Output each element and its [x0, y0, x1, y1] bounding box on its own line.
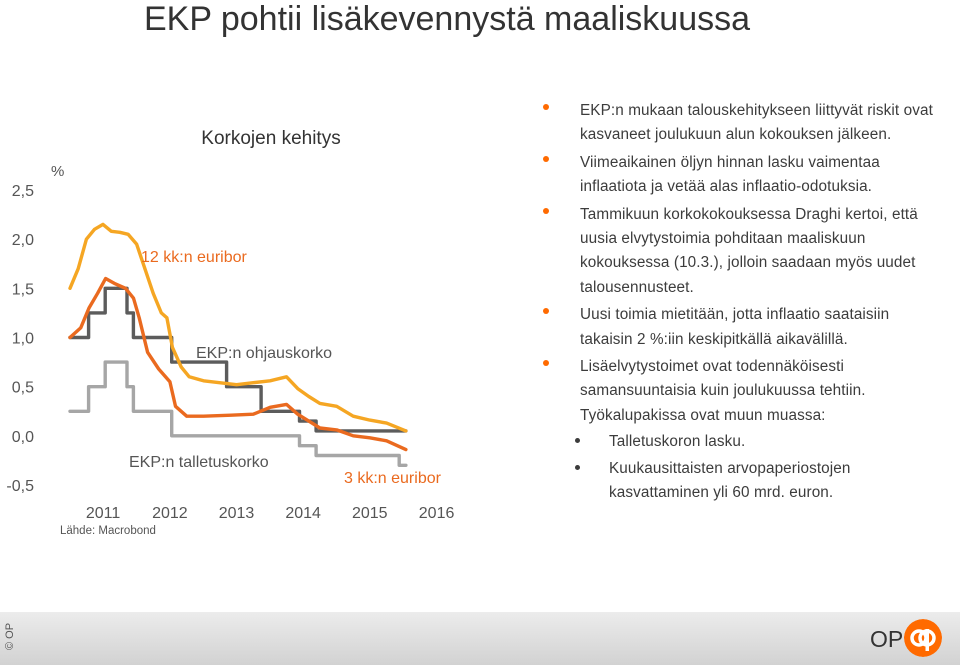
y-tick-label: 2,5	[12, 183, 34, 200]
series-line	[68, 276, 408, 452]
x-tick-label: 2012	[152, 505, 188, 522]
x-tick-label: 2013	[219, 505, 255, 522]
y-tick-label: 1,5	[12, 281, 34, 298]
logo-text: OP	[870, 626, 904, 652]
x-tick-label: 2011	[86, 505, 121, 522]
bullet-item: EKP:n mukaan talouskehitykseen liittyvät…	[543, 99, 943, 148]
sub-bullet-text: Kuukausittaisten arvopaperiostojen kasva…	[609, 459, 851, 502]
series-lines	[68, 222, 408, 467]
sub-bullet-dot-icon	[575, 438, 580, 444]
x-axis-ticks: 2011 2012 2013 2014 2015 2016	[86, 505, 455, 522]
y-tick-label: 2,0	[12, 232, 34, 249]
bullet-list: EKP:n mukaan talouskehitykseen liittyvät…	[543, 99, 943, 506]
bullet-dot-icon	[543, 155, 549, 162]
y-unit-label: %	[51, 163, 64, 180]
series-labels: 12 kk:n euribor 3 kk:n euribor EKP:n ohjau…	[129, 249, 442, 487]
sub-bullet-item: Kuukausittaisten arvopaperiostojen kasva…	[543, 457, 943, 506]
y-axis-ticks: 2,5 2,0 1,5 1,0 0,5 0,0 -0,5	[6, 183, 34, 495]
bullet-text: Lisäelvytystoimet ovat todennäköisesti s…	[580, 358, 866, 424]
interest-rate-chart: 2,52,01,51,00,50,0-0,5 2011 2012 2013 2014 2…	[6, 128, 455, 537]
x-tick-label: 2014	[285, 505, 321, 522]
bullet-dot-icon	[543, 207, 549, 214]
chart-source: Lähde: Macrobond	[60, 525, 156, 537]
sub-bullet-dot-icon	[575, 464, 580, 470]
x-tick-label: 2016	[419, 505, 455, 522]
series-label: 12 kk:n euribor	[141, 249, 248, 266]
sub-bullet-item: Talletuskoron lasku.	[543, 430, 943, 454]
bullet-text: Viimeaikainen öljyn hinnan lasku vaiment…	[580, 153, 880, 196]
copyright-text: © OP	[4, 622, 16, 650]
bullet-item: Lisäelvytystoimet ovat todennäköisesti s…	[543, 355, 943, 428]
bullet-dot-icon	[543, 308, 549, 315]
bullet-dot-icon	[543, 360, 549, 367]
series-line	[68, 360, 408, 467]
bullet-dot-icon	[543, 104, 549, 110]
footer-bar	[0, 612, 960, 665]
series-label: EKP:n talletuskorko	[129, 454, 269, 471]
bullet-text: EKP:n mukaan talouskehitykseen liittyvät…	[580, 102, 933, 144]
series-label: EKP:n ohjauskorko	[196, 345, 332, 362]
bullet-item: Uusi toimia mietitään, jotta inflaatio s…	[543, 303, 943, 352]
y-tick-label: -0,5	[6, 478, 34, 495]
y-tick-label: 0,0	[12, 429, 34, 446]
y-tick-label: 1,0	[12, 331, 34, 348]
chart-title: Korkojen kehitys	[201, 128, 340, 149]
series-label: 3 kk:n euribor	[344, 470, 442, 487]
x-tick-label: 2015	[352, 505, 388, 522]
bullet-text: Tammikuun korkokokouksessa Draghi kertoi…	[580, 205, 918, 296]
op-logo-icon	[904, 619, 942, 657]
bullet-item: Tammikuun korkokokouksessa Draghi kertoi…	[543, 203, 943, 301]
bullet-item: Viimeaikainen öljyn hinnan lasku vaiment…	[543, 151, 943, 200]
series-line	[68, 222, 408, 433]
y-tick-label: 0,5	[12, 380, 34, 397]
sub-bullet-text: Talletuskoron lasku.	[609, 433, 746, 451]
bullet-text: Uusi toimia mietitään, jotta inflaatio s…	[580, 306, 890, 348]
slide-title: EKP pohtii lisäkevennystä maaliskuussa	[144, 0, 751, 38]
